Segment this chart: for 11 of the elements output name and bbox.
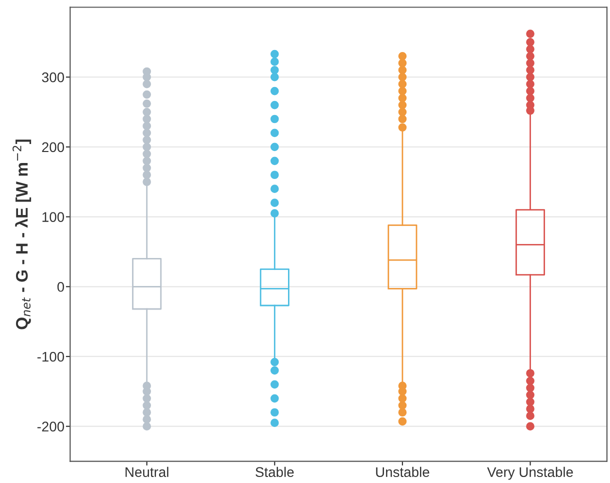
y-axis-title: Q$_{net}$ - G - H - λE [W m$^{−2}$] (12, 140, 32, 330)
x-tick-label: Very Unstable (487, 466, 573, 480)
y-tick-label: -200 (37, 422, 64, 432)
x-tick-label: Neutral (126, 466, 168, 478)
x-tick-label: Stable (256, 466, 294, 478)
y-tick-label: -100 (37, 352, 64, 362)
y-tick-label: 0 (57, 282, 64, 292)
x-tick-label: Unstable (376, 466, 430, 478)
y-tick-label: 200 (42, 142, 64, 152)
y-tick-label: 300 (42, 72, 64, 82)
y-tick-label: 100 (42, 212, 64, 222)
